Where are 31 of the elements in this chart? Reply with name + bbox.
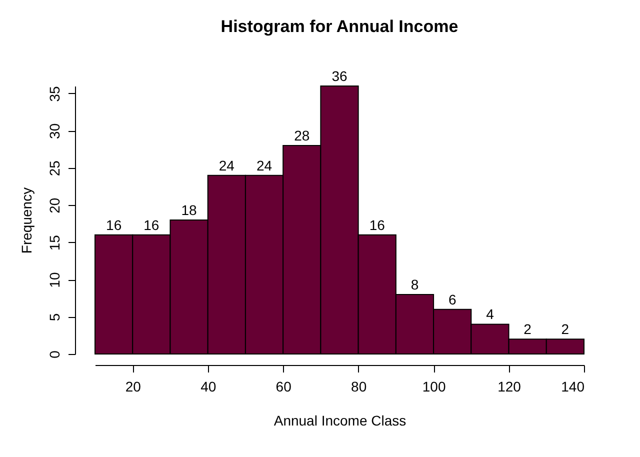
y-tick-label: 30 xyxy=(46,123,62,139)
data-label: 24 xyxy=(218,157,235,174)
data-label: 16 xyxy=(369,216,386,233)
y-axis-title: Frequency xyxy=(18,187,34,254)
x-tick-label: 140 xyxy=(561,378,585,394)
x-tick-label: 100 xyxy=(422,378,446,394)
x-tick-label: 80 xyxy=(351,378,367,394)
data-label: 18 xyxy=(181,202,198,218)
x-tick-label: 120 xyxy=(498,378,522,394)
y-tick-label: 20 xyxy=(46,198,62,214)
y-tick-label: 0 xyxy=(46,350,62,358)
data-label: 2 xyxy=(524,321,532,338)
y-tick-label: 35 xyxy=(46,86,62,102)
data-label: 28 xyxy=(294,128,310,144)
data-label: 36 xyxy=(332,68,348,84)
data-label: 2 xyxy=(561,321,570,338)
data-label: 6 xyxy=(448,291,456,308)
data-label: 16 xyxy=(144,216,160,233)
x-axis-title: Annual Income Class xyxy=(274,412,406,428)
y-tick-label: 5 xyxy=(46,313,62,322)
y-tick-label: 25 xyxy=(46,160,62,176)
y-tick-label: 15 xyxy=(46,234,62,251)
x-tick-label: 60 xyxy=(276,378,292,394)
data-label: 4 xyxy=(486,306,494,322)
x-tick-label: 40 xyxy=(200,378,216,394)
x-tick-label: 20 xyxy=(125,378,142,394)
chart-title: Histogram for Annual Income xyxy=(220,17,458,36)
data-label: 8 xyxy=(410,276,419,292)
data-label: 24 xyxy=(256,157,272,174)
data-label: 16 xyxy=(106,216,122,233)
y-tick-label: 10 xyxy=(46,272,62,288)
